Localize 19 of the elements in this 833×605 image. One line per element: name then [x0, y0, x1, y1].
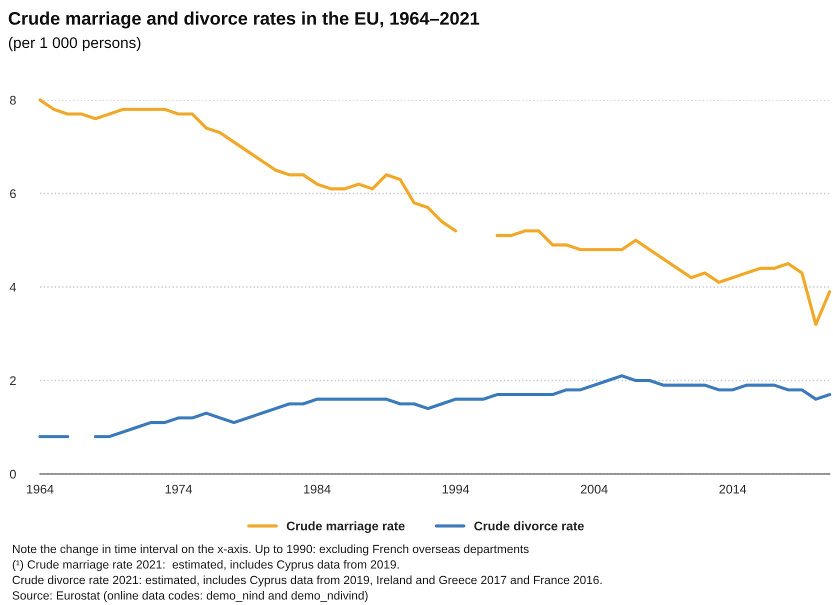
y-tick-label: 2 [10, 376, 16, 386]
source-note: Source: Eurostat (online data codes: demo_nind and demo_ndivind) [12, 590, 368, 602]
text: Crude divorce rate 2021: estimated, includes Cyprus data from 2019, Ireland and Greece 2017 and France 2016. [12, 575, 602, 587]
text: (¹) Crude marriage rate 2021: estimated, includes Cyprus data from 2019. [12, 560, 399, 572]
legend-label: Crude divorce rate [474, 521, 584, 530]
y-tick-label: 6 [10, 189, 16, 198]
x-tick-label: 1974 [166, 484, 192, 494]
x-tick-label: 1984 [304, 484, 331, 494]
x-tick-label: 1994 [442, 484, 470, 494]
x-tick-label: 1964 [27, 484, 54, 494]
y-tick-label: 0 [10, 470, 16, 479]
x-tick-label: 2004 [580, 484, 608, 494]
text: Note the change in time interval on the x-axis. Up to 1990: excluding French overseas departments [12, 544, 529, 556]
x-tick-label: 2014 [719, 484, 746, 494]
legend-label: Crude marriage rate [286, 521, 405, 533]
chart-title: Crude marriage and divorce rates in the EU, 1964–2021 [8, 12, 480, 28]
y-tick-label: 4 [10, 282, 16, 292]
y-tick-label: 8 [10, 96, 16, 105]
chart-subtitle: (per 1 000 persons) [8, 36, 140, 52]
